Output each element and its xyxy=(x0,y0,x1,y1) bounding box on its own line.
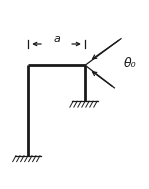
Text: θ₀: θ₀ xyxy=(124,57,137,70)
Text: a: a xyxy=(53,34,60,44)
